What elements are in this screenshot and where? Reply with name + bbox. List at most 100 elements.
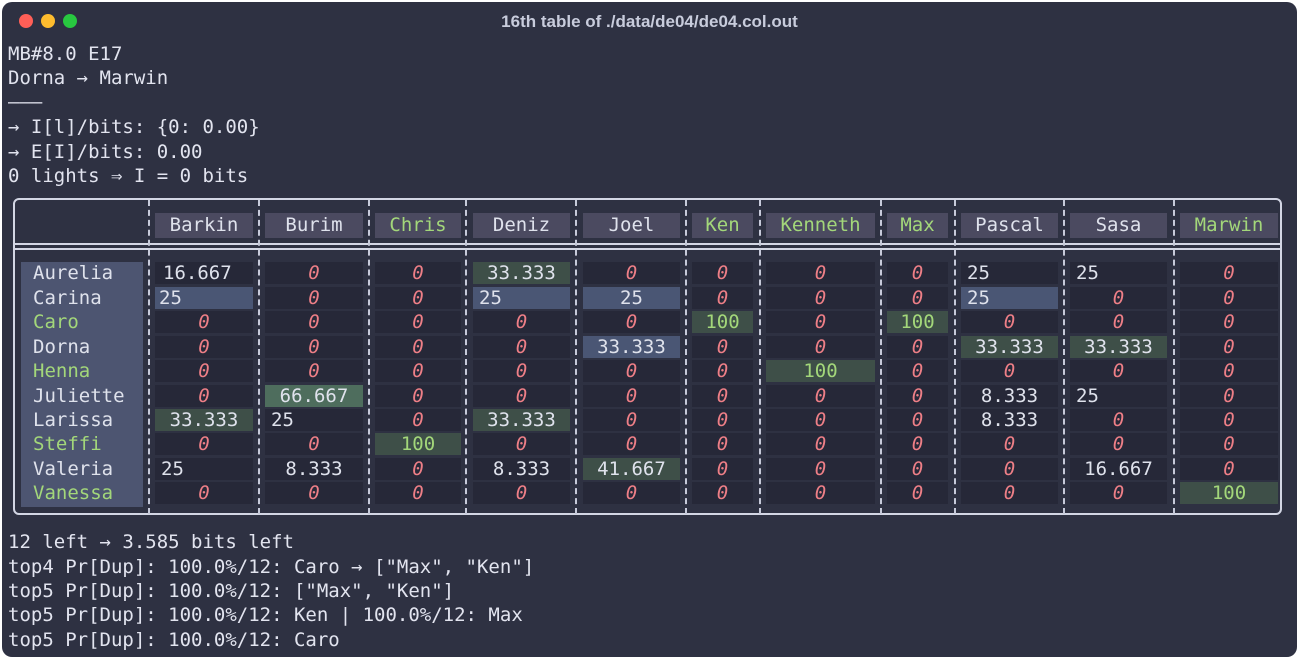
table-cell: 25	[473, 287, 570, 309]
table-cell: 0	[375, 385, 461, 407]
table-cell: 100	[692, 311, 753, 333]
table-cell: 0	[887, 336, 948, 358]
table-cell: 66.667	[265, 385, 363, 407]
pre-line: MB#8.0 E17	[8, 43, 123, 65]
column-header-sasa: Sasa	[1070, 213, 1167, 238]
table-cell: 33.333	[473, 262, 570, 284]
row-label-valeria: Valeria	[33, 458, 114, 480]
table-cell: 8.333	[265, 458, 363, 480]
column-header-deniz: Deniz	[473, 213, 570, 238]
table-cell: 0	[473, 311, 570, 333]
table-cell: 0	[1180, 409, 1278, 431]
column-separator	[685, 200, 687, 514]
table-cell: 0	[961, 360, 1058, 382]
row-label-juliette: Juliette	[33, 385, 125, 407]
table-cell: 0	[766, 409, 875, 431]
table-cell: 0	[887, 287, 948, 309]
column-header-burim: Burim	[265, 213, 363, 238]
table-cell: 0	[375, 262, 461, 284]
table-cell: 0	[887, 482, 948, 504]
table-cell: 33.333	[583, 336, 680, 358]
column-separator	[954, 200, 956, 514]
table-cell: 0	[375, 336, 461, 358]
table-cell: 0	[692, 482, 753, 504]
table-cell: 0	[265, 262, 363, 284]
table-cell: 25	[1070, 262, 1167, 284]
table-cell: 0	[473, 482, 570, 504]
table-cell: 0	[583, 409, 680, 431]
row-label-steffi: Steffi	[33, 433, 102, 455]
column-separator	[575, 200, 577, 514]
table-cell: 0	[692, 360, 753, 382]
table-cell: 0	[1180, 433, 1278, 455]
table-cell: 0	[583, 311, 680, 333]
table-cell: 25	[961, 287, 1058, 309]
post-line: top4 Pr[Dup]: 100.0%/12: Caro → ["Max", …	[8, 556, 535, 578]
table-cell: 0	[887, 385, 948, 407]
table-cell: 33.333	[155, 409, 253, 431]
column-separator	[465, 200, 467, 514]
column-header-marwin: Marwin	[1180, 213, 1278, 238]
column-header-ken: Ken	[692, 213, 753, 238]
table-cell: 0	[265, 311, 363, 333]
table-cell: 0	[692, 385, 753, 407]
table-cell: 0	[1180, 311, 1278, 333]
column-separator	[1063, 200, 1065, 514]
minimize-button[interactable]	[41, 14, 55, 28]
row-label-larissa: Larissa	[33, 409, 114, 431]
row-label-henna: Henna	[33, 360, 91, 382]
row-label-vanessa: Vanessa	[33, 482, 114, 504]
column-header-kenneth: Kenneth	[766, 213, 875, 238]
table-cell: 0	[766, 482, 875, 504]
table-cell: 0	[766, 287, 875, 309]
table-cell: 0	[961, 311, 1058, 333]
table-cell: 0	[1070, 482, 1167, 504]
table-cell: 0	[1070, 311, 1167, 333]
table-cell: 0	[766, 311, 875, 333]
title-bar: 16th table of ./data/de04/de04.col.out	[2, 2, 1297, 40]
row-label-dorna: Dorna	[33, 336, 91, 358]
table-cell: 0	[375, 409, 461, 431]
row-label-aurelia: Aurelia	[33, 262, 114, 284]
table-cell: 0	[375, 458, 461, 480]
table-cell: 0	[1180, 262, 1278, 284]
table-cell: 0	[583, 385, 680, 407]
table-cell: 0	[375, 311, 461, 333]
table-cell: 0	[1180, 360, 1278, 382]
table-cell: 0	[766, 433, 875, 455]
header-divider	[15, 248, 1281, 250]
table-cell: 0	[1070, 409, 1167, 431]
table-cell: 0	[155, 482, 253, 504]
header-divider	[15, 243, 1281, 245]
table-cell: 100	[375, 433, 461, 455]
table-cell: 0	[1070, 287, 1167, 309]
table-cell: 8.333	[961, 409, 1058, 431]
close-button[interactable]	[19, 14, 33, 28]
table-cell: 0	[1180, 287, 1278, 309]
table-cell: 100	[1180, 482, 1278, 504]
zoom-button[interactable]	[63, 14, 77, 28]
table-cell: 0	[375, 360, 461, 382]
table-cell: 33.333	[961, 336, 1058, 358]
column-separator	[1173, 200, 1175, 514]
table-cell: 25	[1070, 385, 1167, 407]
table-cell: 0	[692, 262, 753, 284]
column-separator	[258, 200, 260, 514]
table-cell: 0	[887, 433, 948, 455]
window-title: 16th table of ./data/de04/de04.col.out	[501, 12, 798, 31]
pre-line: → I[l]/bits: {0: 0.00}	[8, 116, 260, 138]
table-cell: 0	[887, 458, 948, 480]
pre-line: ———	[8, 91, 43, 113]
table-cell: 0	[887, 360, 948, 382]
table-cell: 0	[887, 409, 948, 431]
column-header-joel: Joel	[583, 213, 680, 238]
table-cell: 0	[961, 433, 1058, 455]
table-cell: 25	[155, 287, 253, 309]
table-cell: 0	[766, 458, 875, 480]
table-cell: 25	[583, 287, 680, 309]
post-line: 12 left → 3.585 bits left	[8, 531, 294, 553]
column-header-max: Max	[887, 213, 948, 238]
table-cell: 0	[473, 433, 570, 455]
table-cell: 0	[155, 385, 253, 407]
table-cell: 33.333	[473, 409, 570, 431]
